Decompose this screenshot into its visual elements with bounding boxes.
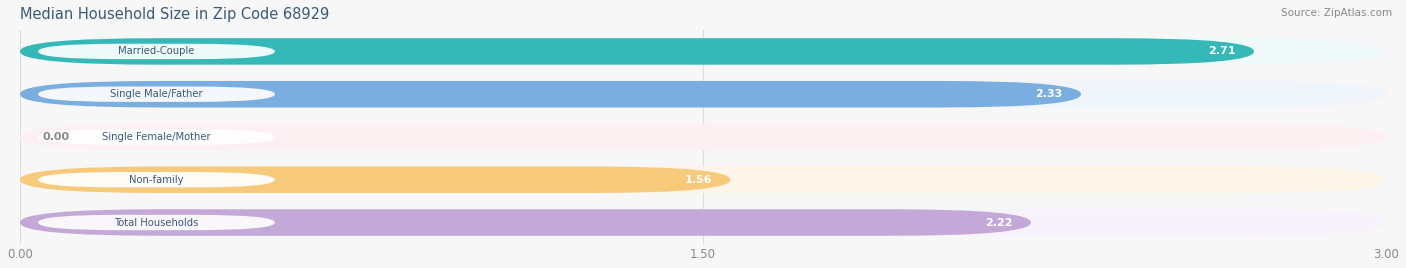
Text: 2.71: 2.71 <box>1208 46 1236 57</box>
Text: Total Households: Total Households <box>114 218 198 228</box>
FancyBboxPatch shape <box>38 172 276 187</box>
FancyBboxPatch shape <box>20 209 1386 236</box>
FancyBboxPatch shape <box>38 44 276 59</box>
Text: 1.56: 1.56 <box>685 175 711 185</box>
FancyBboxPatch shape <box>20 81 1081 107</box>
FancyBboxPatch shape <box>38 87 276 102</box>
Text: 2.33: 2.33 <box>1036 89 1063 99</box>
FancyBboxPatch shape <box>20 166 1386 193</box>
Text: Non-family: Non-family <box>129 175 184 185</box>
FancyBboxPatch shape <box>20 166 730 193</box>
FancyBboxPatch shape <box>20 124 1386 150</box>
Text: Married-Couple: Married-Couple <box>118 46 194 57</box>
FancyBboxPatch shape <box>38 129 276 145</box>
Text: Source: ZipAtlas.com: Source: ZipAtlas.com <box>1281 8 1392 18</box>
Text: 2.22: 2.22 <box>986 218 1012 228</box>
FancyBboxPatch shape <box>20 38 1254 65</box>
Text: Single Female/Mother: Single Female/Mother <box>103 132 211 142</box>
FancyBboxPatch shape <box>20 209 1031 236</box>
Text: Median Household Size in Zip Code 68929: Median Household Size in Zip Code 68929 <box>20 7 329 22</box>
FancyBboxPatch shape <box>20 81 1386 107</box>
Text: Single Male/Father: Single Male/Father <box>110 89 202 99</box>
Text: 0.00: 0.00 <box>42 132 70 142</box>
FancyBboxPatch shape <box>20 38 1386 65</box>
FancyBboxPatch shape <box>38 215 276 230</box>
